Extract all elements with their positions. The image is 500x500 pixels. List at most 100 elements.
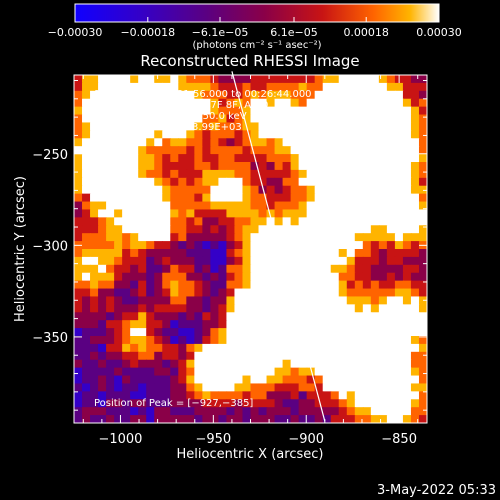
heatmap-cell: [346, 138, 356, 147]
heatmap-cell: [122, 367, 131, 377]
heatmap-cell: [330, 391, 340, 400]
heatmap-cell: [250, 146, 260, 155]
heatmap-cell: [130, 351, 139, 361]
heatmap-cell: [146, 272, 155, 282]
heatmap-cell: [242, 82, 252, 92]
heatmap-cell: [218, 241, 228, 250]
heatmap-cell: [98, 122, 107, 132]
heatmap-cell: [338, 351, 348, 361]
heatmap-cell: [330, 304, 340, 313]
heatmap-cell: [138, 75, 147, 84]
heatmap-cell: [178, 336, 188, 345]
heatmap-cell: [186, 407, 196, 416]
heatmap-cell: [242, 343, 252, 353]
heatmap-cell: [178, 233, 188, 242]
heatmap-cell: [306, 249, 316, 258]
heatmap-cell: [162, 399, 171, 408]
heatmap-cell: [362, 407, 372, 416]
heatmap-cell: [202, 343, 212, 353]
heatmap-cell: [130, 256, 139, 266]
heatmap-cell: [298, 351, 308, 361]
heatmap-cell: [394, 225, 404, 234]
heatmap-cell: [186, 114, 196, 124]
heatmap-cell: [298, 162, 308, 171]
heatmap-cell: [362, 280, 372, 290]
heatmap-cell: [130, 138, 139, 147]
heatmap-cell: [314, 209, 324, 219]
heatmap-cell: [354, 359, 364, 369]
heatmap-cell: [90, 217, 99, 226]
heatmap-cell: [186, 90, 196, 100]
heatmap-cell: [170, 399, 179, 408]
heatmap-cell: [130, 320, 139, 329]
heatmap-cell: [258, 209, 268, 219]
heatmap-cell: [314, 320, 324, 329]
heatmap-cell: [402, 336, 412, 345]
heatmap-cell: [138, 264, 147, 274]
heatmap-cell: [290, 249, 300, 258]
heatmap-cell: [138, 359, 147, 369]
heatmap-cell: [146, 193, 155, 203]
heatmap-cell: [386, 75, 396, 84]
heatmap-cell: [74, 272, 83, 282]
heatmap-cell: [210, 146, 220, 155]
heatmap-cell: [346, 209, 356, 219]
heatmap-cell: [290, 241, 300, 250]
heatmap-cell: [162, 209, 171, 219]
heatmap-cell: [258, 90, 268, 100]
y-axis: −250−300−350: [32, 79, 427, 411]
heatmap-cell: [162, 122, 171, 132]
heatmap-cell: [234, 82, 244, 92]
heatmap-cell: [394, 264, 404, 274]
heatmap-cell: [154, 169, 163, 179]
heatmap-cell: [402, 351, 412, 361]
heatmap-cell: [74, 90, 83, 100]
heatmap-cell: [202, 359, 212, 369]
heatmap-cell: [162, 138, 171, 147]
heatmap-cell: [266, 75, 276, 84]
heatmap-cell: [106, 130, 115, 139]
heatmap-cell: [218, 75, 228, 84]
heatmap-cell: [290, 233, 300, 242]
heatmap-cell: [178, 407, 188, 416]
heatmap-cell: [154, 375, 163, 385]
heatmap-cell: [170, 154, 179, 163]
heatmap-cell: [130, 375, 139, 385]
heatmap-cell: [210, 130, 220, 139]
heatmap-cell: [306, 343, 316, 353]
heatmap-cell: [370, 415, 380, 423]
heatmap-cell: [194, 75, 204, 84]
heatmap-cell: [74, 75, 83, 84]
heatmap-cell: [114, 225, 123, 234]
heatmap-cell: [154, 185, 163, 195]
heatmap-cell: [178, 280, 188, 290]
heatmap-cell: [98, 169, 107, 179]
heatmap-cell: [210, 249, 220, 258]
heatmap-cell: [386, 272, 396, 282]
heatmap-cell: [90, 130, 99, 139]
heatmap-cell: [138, 367, 147, 377]
heatmap-cell: [410, 336, 420, 345]
heatmap-cell: [194, 272, 204, 282]
heatmap-cell: [250, 256, 260, 266]
heatmap-cell: [130, 280, 139, 290]
heatmap-cell: [330, 367, 340, 377]
heatmap-cell: [306, 288, 316, 298]
heatmap-cell: [178, 351, 188, 361]
heatmap-cell: [394, 375, 404, 385]
heatmap-cell: [370, 304, 380, 313]
heatmap-cell: [266, 312, 276, 321]
heatmap-cell: [410, 359, 420, 369]
heatmap-cell: [210, 114, 220, 124]
heatmap-cell: [234, 209, 244, 219]
heatmap-cell: [234, 241, 244, 250]
heatmap-cell: [282, 209, 292, 219]
heatmap-cell: [322, 122, 332, 132]
heatmap-cell: [258, 114, 268, 124]
heatmap-cell: [394, 399, 404, 408]
heatmap-cell: [322, 201, 332, 211]
heatmap-cell: [98, 225, 107, 234]
heatmap-cell: [378, 272, 388, 282]
heatmap-cell: [186, 288, 196, 298]
heatmap-cell: [314, 154, 324, 163]
